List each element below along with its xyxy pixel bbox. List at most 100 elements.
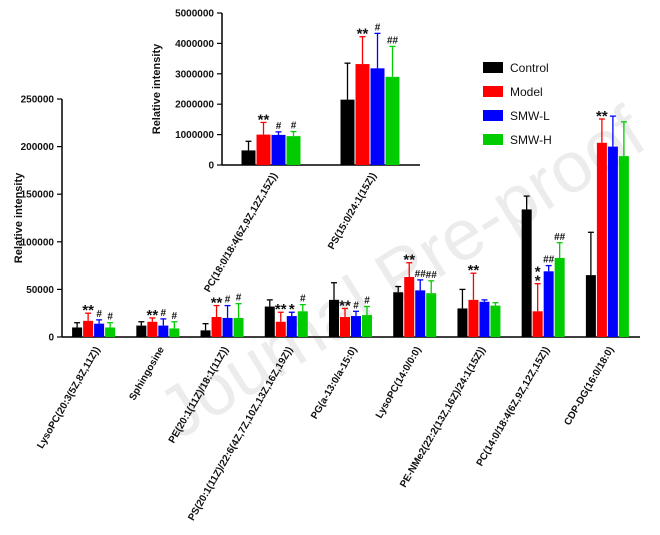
category-label: PC(18:0/18:4(6Z,9Z,12Z,15Z))	[202, 171, 280, 294]
bar-model	[256, 134, 271, 165]
significance-mark: *	[535, 264, 541, 281]
significance-mark: **	[82, 302, 94, 319]
bar-smw-h	[490, 305, 501, 337]
legend-label: Control	[510, 61, 549, 75]
significance-mark: ##	[415, 269, 427, 280]
bar-smw-l	[286, 316, 297, 337]
bar-control	[136, 325, 147, 337]
significance-mark: **	[596, 108, 608, 125]
y-tick-label: 4000000	[175, 39, 214, 50]
bar-smw-l	[370, 68, 385, 165]
bar-control	[72, 327, 83, 337]
bar-smw-h	[286, 136, 301, 165]
bar-smw-h	[169, 328, 180, 337]
bar-smw-l	[479, 301, 490, 337]
significance-mark: #	[96, 309, 102, 320]
category-label: CDP-DG(16:0/18:0)	[562, 345, 616, 428]
bar-smw-h	[233, 317, 244, 337]
bar-smw-l	[351, 316, 361, 337]
bar-smw-l	[94, 323, 105, 337]
bar-smw-h	[618, 156, 629, 337]
legend-swatch-model	[483, 86, 503, 97]
significance-mark: #	[300, 294, 306, 305]
significance-mark: ##	[543, 255, 555, 266]
significance-mark: **	[211, 295, 223, 312]
bar-model	[468, 299, 479, 337]
bar-smw-h	[426, 293, 437, 337]
significance-mark: #	[276, 121, 282, 132]
significance-mark: *	[289, 301, 295, 318]
y-tick-label: 200000	[21, 142, 55, 153]
significance-mark: #	[291, 121, 297, 132]
category-label: LysoPC(20:3(5Z,8Z,11Z))	[35, 345, 102, 451]
legend: Control Model SMW-L SMW-H	[483, 61, 552, 147]
bar-smw-h	[385, 76, 400, 165]
y-tick-label: 0	[48, 333, 54, 344]
bar-control	[200, 330, 211, 337]
category-label: PS(15:0/24:1(15Z))	[326, 171, 379, 252]
bar-control	[393, 292, 404, 337]
significance-mark: #	[353, 300, 359, 311]
bar-model	[340, 317, 350, 337]
bar-control	[241, 150, 256, 165]
significance-mark: #	[364, 296, 370, 307]
bar-model	[83, 320, 94, 337]
y-tick-label: 0	[208, 161, 214, 172]
significance-mark: #	[172, 311, 178, 322]
significance-mark: **	[403, 252, 415, 269]
significance-mark: *	[535, 273, 541, 290]
bar-smw-l	[222, 317, 233, 337]
bar-smw-h	[105, 327, 116, 337]
bar-smw-l	[415, 290, 426, 337]
y-tick-label: 1000000	[175, 130, 214, 141]
significance-mark: ##	[387, 35, 399, 46]
bar-control	[264, 306, 275, 337]
bar-model	[211, 317, 222, 337]
bar-control	[457, 308, 468, 337]
bar-model	[147, 321, 158, 337]
significance-mark: #	[225, 295, 231, 306]
bar-model	[596, 142, 607, 337]
significance-mark: **	[258, 111, 270, 128]
y-axis-title: Relative intensity	[13, 172, 25, 263]
significance-mark: **	[357, 26, 369, 43]
legend-label: SMW-L	[510, 109, 550, 123]
y-tick-label: 250000	[21, 95, 55, 106]
y-tick-label: 50000	[26, 285, 54, 296]
legend-swatch-smw-h	[483, 134, 503, 145]
bar-smw-h	[554, 257, 565, 337]
y-tick-label: 3000000	[175, 69, 214, 80]
bar-smw-l	[271, 134, 286, 165]
significance-mark: #	[236, 293, 242, 304]
significance-mark: **	[339, 297, 351, 314]
significance-mark: ##	[554, 232, 566, 243]
bar-smw-h	[362, 315, 372, 337]
y-tick-label: 150000	[21, 190, 55, 201]
y-tick-label: 100000	[21, 237, 55, 248]
significance-mark: #	[107, 312, 113, 323]
bar-model	[355, 64, 370, 165]
y-axis-title: Relative intensity	[151, 43, 163, 134]
y-tick-label: 2000000	[175, 100, 214, 111]
bar-smw-h	[297, 311, 308, 337]
legend-label: Model	[510, 85, 543, 99]
bar-model	[275, 321, 286, 337]
bar-model	[532, 311, 543, 337]
significance-mark: **	[468, 262, 480, 279]
bar-control	[340, 99, 355, 165]
y-tick-label: 5000000	[175, 9, 214, 20]
legend-swatch-control	[483, 62, 503, 73]
significance-mark: ##	[426, 270, 438, 281]
bar-smw-l	[543, 271, 554, 337]
bar-smw-l	[607, 146, 618, 337]
significance-mark: #	[375, 22, 381, 33]
legend-swatch-smw-l	[483, 110, 503, 121]
legend-label: SMW-H	[510, 133, 552, 147]
significance-mark: #	[161, 308, 167, 319]
bar-control	[521, 209, 532, 337]
bar-model	[404, 277, 415, 337]
category-label: LysoPC(14:0/0:0)	[374, 345, 424, 420]
significance-mark: **	[275, 301, 287, 318]
bar-smw-l	[158, 325, 169, 337]
